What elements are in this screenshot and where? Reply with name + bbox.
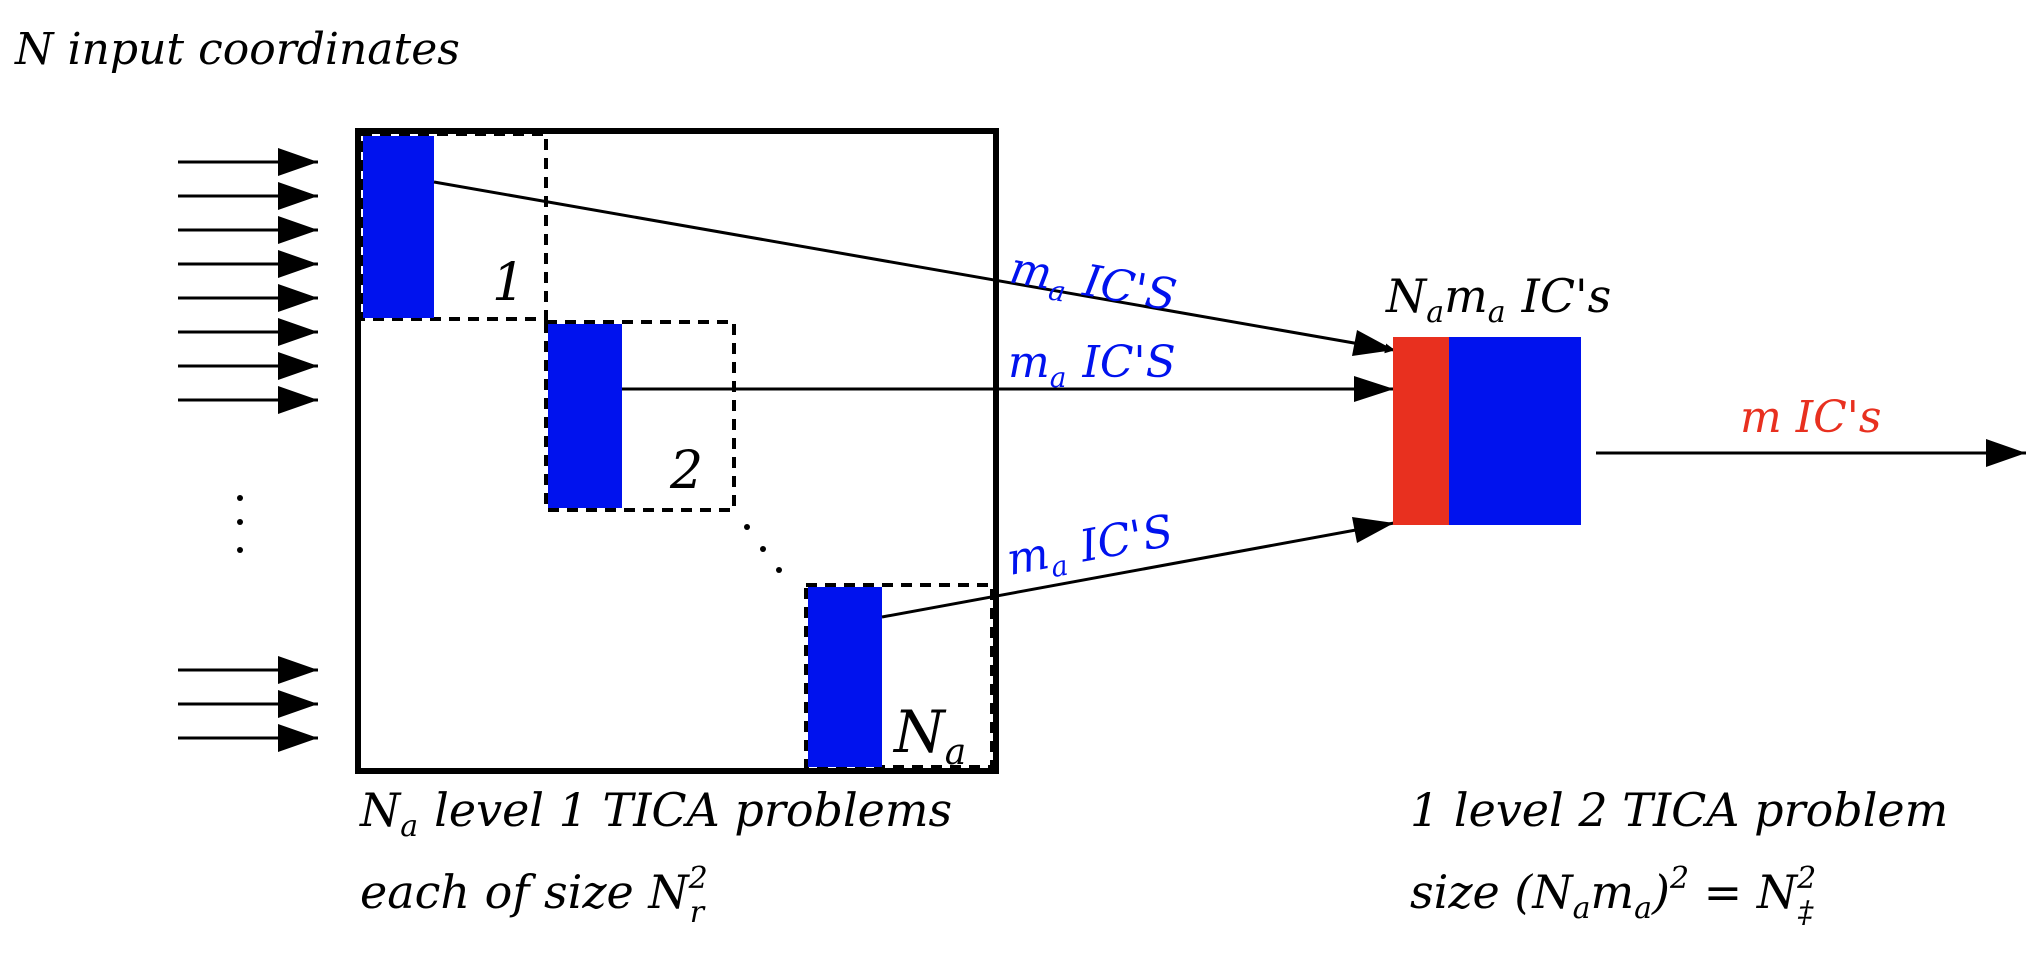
connector-arrowhead-1 xyxy=(1352,330,1394,356)
block-na-label: Na xyxy=(892,698,966,773)
block-1-label: 1 xyxy=(492,253,525,313)
level2-caption-line2: size (Nama)2 = N2 ‡ xyxy=(1410,861,1816,930)
block-na-ic-fill xyxy=(808,587,882,767)
connector-arrow-1 xyxy=(433,180,1395,354)
input-coordinates-label: N input coordinates xyxy=(14,24,460,75)
connector-arrowhead-2 xyxy=(1354,376,1394,402)
level1-caption-line2: each of size N2 r xyxy=(360,861,708,930)
output-arrowhead xyxy=(1986,439,2026,467)
ic-label-2: ma IC'S xyxy=(1008,337,1176,394)
block-1-ic-fill xyxy=(363,136,434,318)
level1-matrix-box xyxy=(355,128,999,774)
connector-arrow-3 xyxy=(881,521,1395,619)
ic-label-1: ma IC'S xyxy=(1005,243,1180,328)
input-arrowheads-top xyxy=(278,148,318,414)
input-ellipsis xyxy=(237,495,243,553)
diagonal-ellipsis xyxy=(744,524,782,573)
input-arrows-top xyxy=(178,160,318,402)
block-1-outline xyxy=(359,132,548,321)
level1-caption-line1: Na level 1 TICA problems xyxy=(359,783,952,844)
merged-ic-label: Nama IC's xyxy=(1385,269,1611,330)
merged-blue-segment xyxy=(1449,337,1581,525)
merged-red-segment xyxy=(1393,337,1449,525)
block-na-outline xyxy=(804,583,994,769)
block-2-label: 2 xyxy=(669,441,703,501)
input-arrowheads-bottom xyxy=(278,656,318,752)
output-ic-label: m IC's xyxy=(1740,392,1881,443)
level2-caption-line1: 1 level 2 TICA problem xyxy=(1410,783,1948,837)
block-2-ic-fill xyxy=(548,324,622,508)
connector-arrowhead-3 xyxy=(1352,517,1394,543)
